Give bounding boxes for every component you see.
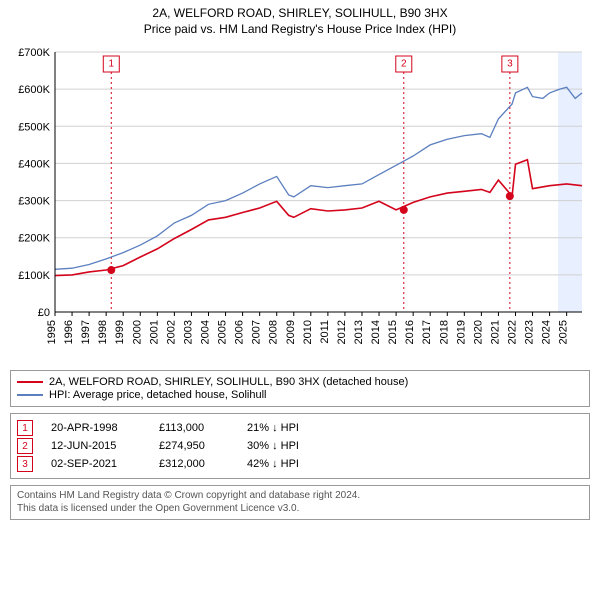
marker-price: £113,000 [159,422,229,434]
marker-date: 20-APR-1998 [51,422,141,434]
svg-text:2008: 2008 [268,320,280,344]
markers-table: 1 20-APR-1998 £113,000 21% ↓ HPI 2 12-JU… [10,413,590,479]
svg-text:2019: 2019 [455,320,467,344]
svg-text:£600K: £600K [18,84,50,96]
svg-text:£300K: £300K [18,196,50,208]
svg-text:£0: £0 [38,307,50,319]
legend-item: HPI: Average price, detached house, Soli… [17,389,583,401]
marker-pct: 42% ↓ HPI [247,458,347,470]
marker-row: 2 12-JUN-2015 £274,950 30% ↓ HPI [17,438,583,454]
svg-text:2014: 2014 [370,320,382,344]
marker-pct: 30% ↓ HPI [247,440,347,452]
attribution-line: This data is licensed under the Open Gov… [17,503,583,516]
svg-text:2025: 2025 [558,320,570,344]
legend-item: 2A, WELFORD ROAD, SHIRLEY, SOLIHULL, B90… [17,376,583,388]
attribution: Contains HM Land Registry data © Crown c… [10,485,590,520]
svg-text:2015: 2015 [387,320,399,344]
svg-text:2020: 2020 [472,320,484,344]
marker-number: 2 [17,438,33,454]
marker-date: 12-JUN-2015 [51,440,141,452]
legend-label: HPI: Average price, detached house, Soli… [49,389,267,401]
svg-text:2004: 2004 [199,320,211,344]
svg-text:1996: 1996 [63,320,75,344]
svg-text:2018: 2018 [438,320,450,344]
svg-text:2005: 2005 [217,320,229,344]
svg-text:1: 1 [109,59,115,70]
svg-text:2024: 2024 [541,320,553,344]
svg-text:2001: 2001 [148,320,160,344]
marker-row: 1 20-APR-1998 £113,000 21% ↓ HPI [17,420,583,436]
attribution-line: Contains HM Land Registry data © Crown c… [17,490,583,503]
svg-text:£500K: £500K [18,121,50,133]
svg-text:£700K: £700K [18,47,50,59]
svg-text:2016: 2016 [404,320,416,344]
legend-label: 2A, WELFORD ROAD, SHIRLEY, SOLIHULL, B90… [49,376,408,388]
line-chart: £0 £100K £200K £300K £400K £500K £600K £700K 199… [10,42,590,362]
svg-text:2002: 2002 [165,320,177,344]
marker-pct: 21% ↓ HPI [247,422,347,434]
svg-text:2007: 2007 [251,320,263,344]
chart-subtitle: Price paid vs. HM Land Registry's House … [10,22,590,36]
marker-number: 3 [17,456,33,472]
marker-date: 02-SEP-2021 [51,458,141,470]
svg-text:£100K: £100K [18,270,50,282]
svg-text:2006: 2006 [234,320,246,344]
marker-price: £312,000 [159,458,229,470]
svg-text:1999: 1999 [114,320,126,344]
svg-text:2000: 2000 [131,320,143,344]
svg-text:1997: 1997 [80,320,92,344]
legend-swatch [17,381,43,383]
svg-text:£400K: £400K [18,158,50,170]
marker-row: 3 02-SEP-2021 £312,000 42% ↓ HPI [17,456,583,472]
chart-title: 2A, WELFORD ROAD, SHIRLEY, SOLIHULL, B90… [10,6,590,20]
svg-text:£200K: £200K [18,233,50,245]
svg-text:2012: 2012 [336,320,348,344]
svg-text:2022: 2022 [506,320,518,344]
svg-text:3: 3 [507,59,513,70]
svg-text:2003: 2003 [182,320,194,344]
svg-text:2013: 2013 [353,320,365,344]
svg-text:2009: 2009 [285,320,297,344]
svg-text:1995: 1995 [46,320,58,344]
svg-text:2021: 2021 [489,320,501,344]
chart-area: £0 £100K £200K £300K £400K £500K £600K £700K 199… [10,42,590,362]
legend-swatch [17,394,43,396]
svg-text:2017: 2017 [421,320,433,344]
marker-number: 1 [17,420,33,436]
legend: 2A, WELFORD ROAD, SHIRLEY, SOLIHULL, B90… [10,370,590,407]
svg-text:2: 2 [401,59,407,70]
svg-text:2023: 2023 [524,320,536,344]
svg-text:1998: 1998 [97,320,109,344]
svg-text:2010: 2010 [302,320,314,344]
svg-text:2011: 2011 [319,320,331,344]
marker-price: £274,950 [159,440,229,452]
